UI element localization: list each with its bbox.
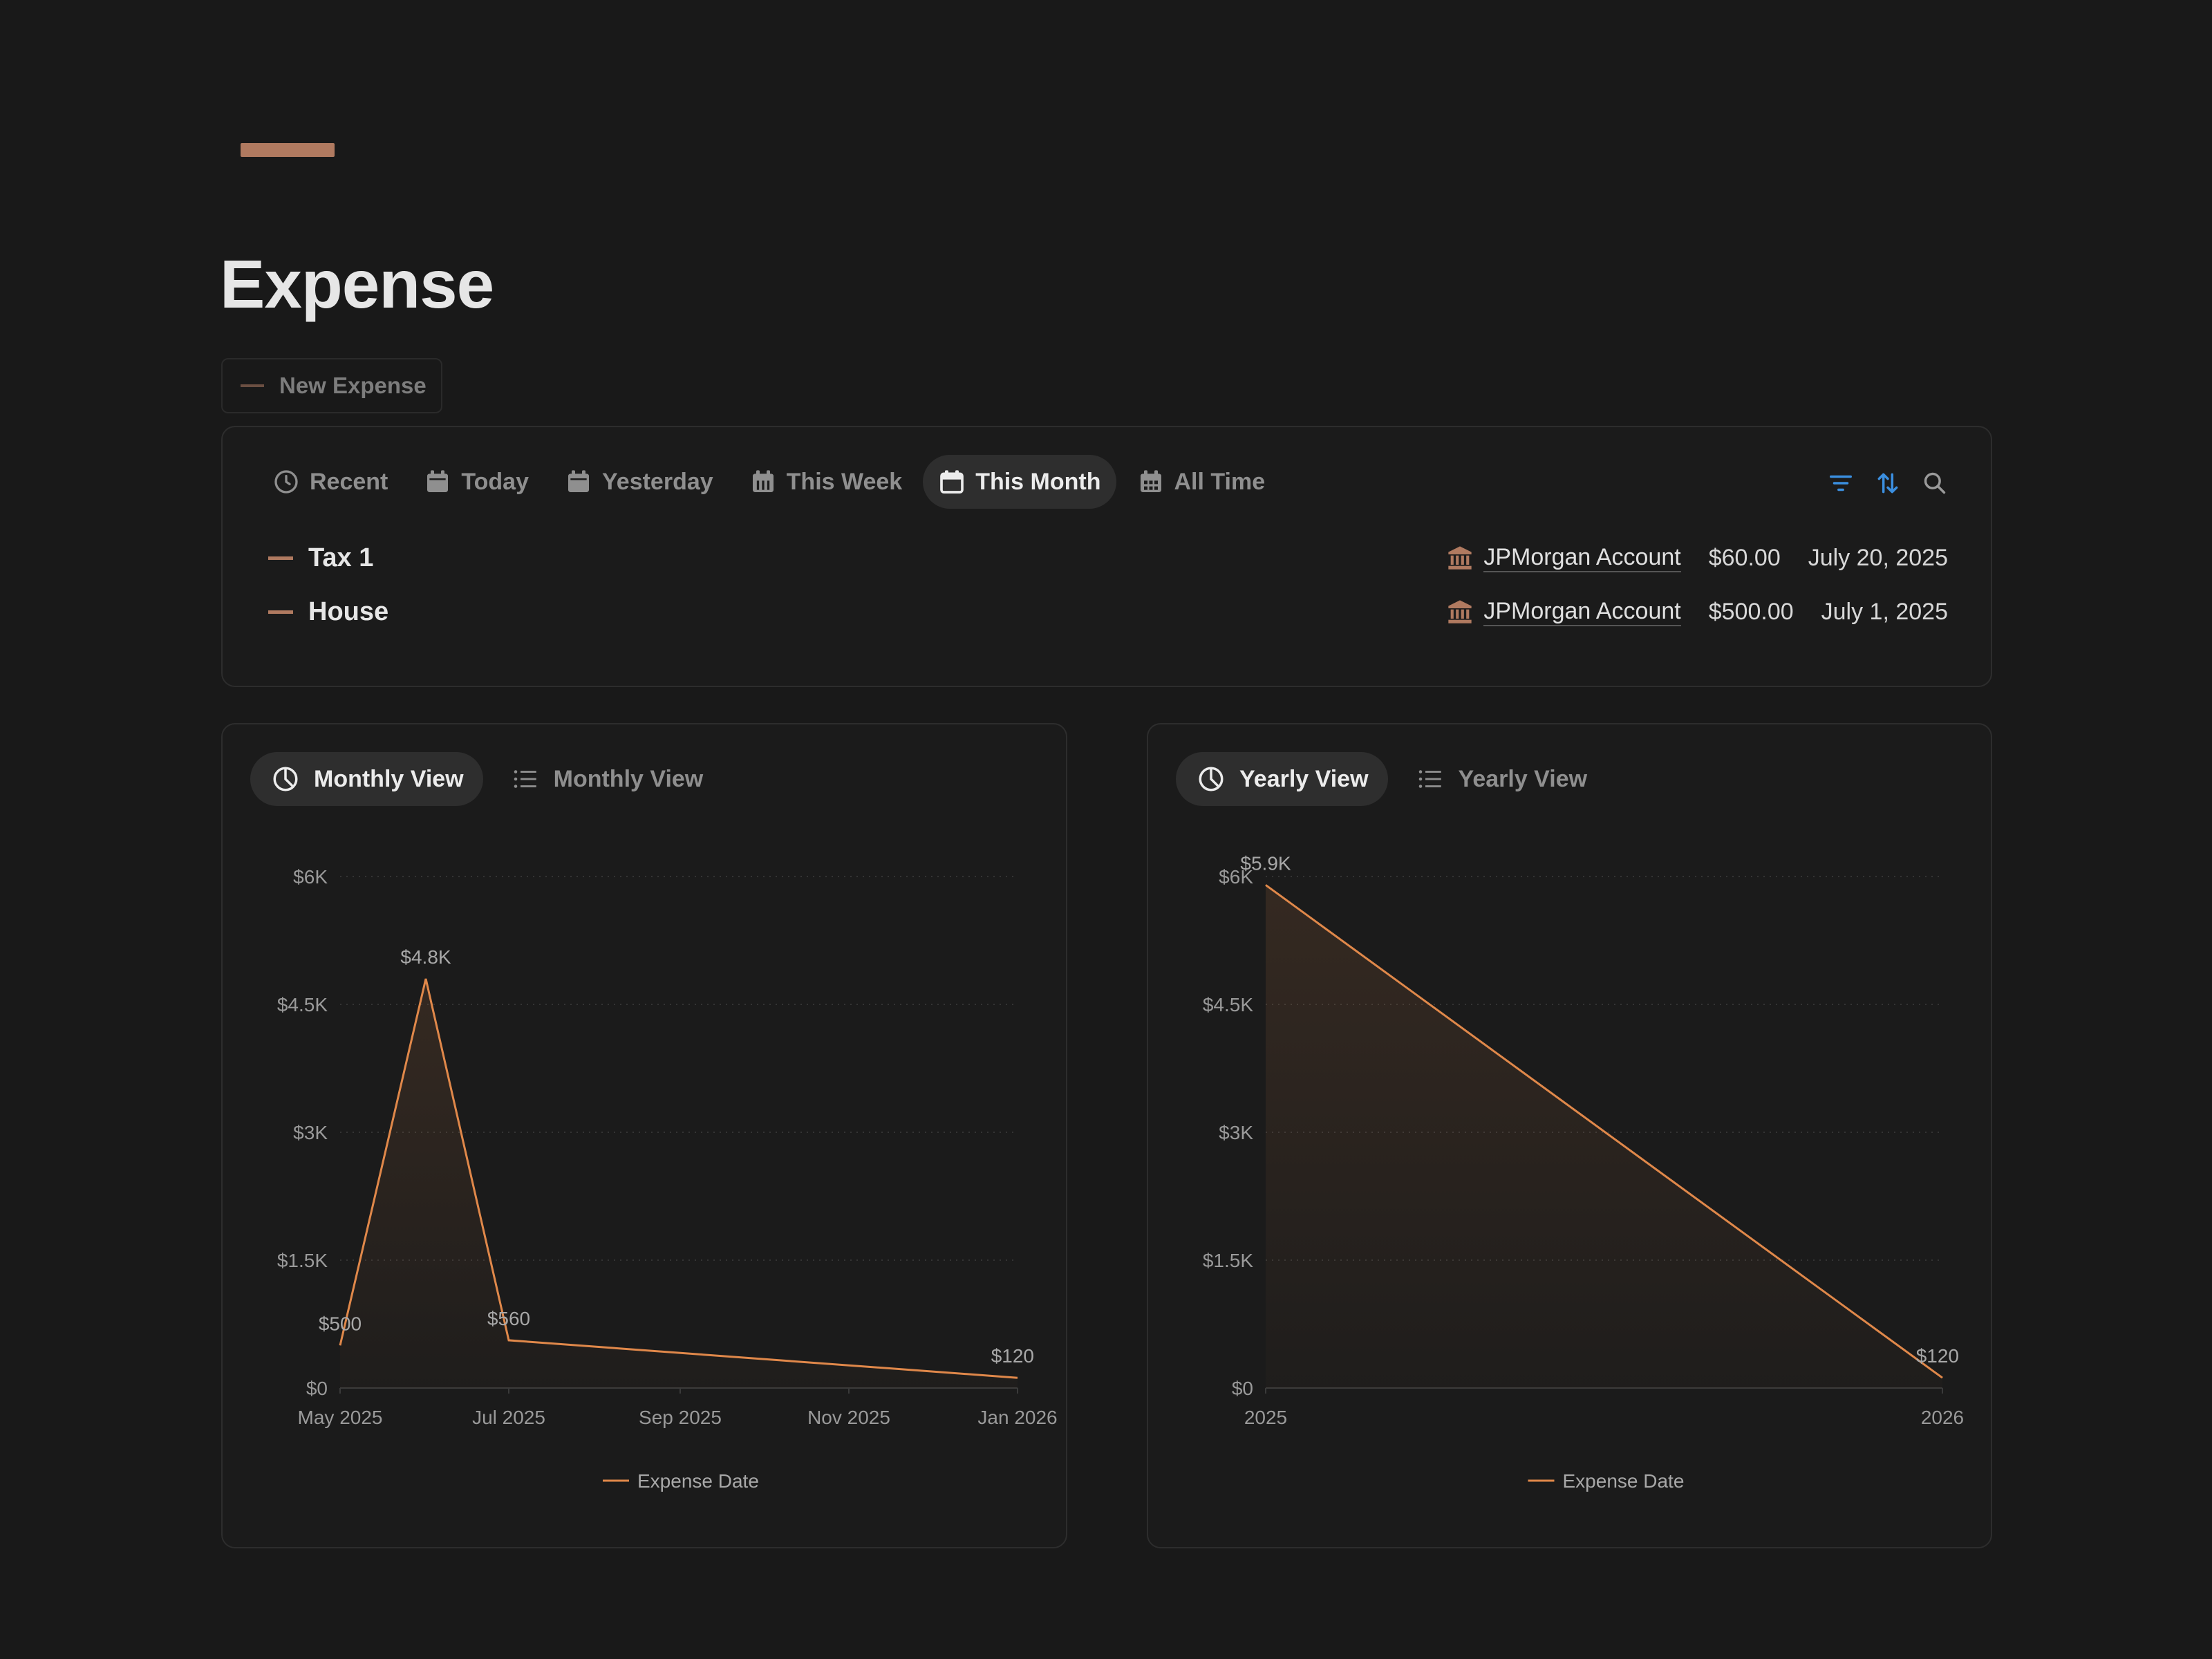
data-label: $500 [319, 1313, 362, 1334]
y-tick-label: $1.5K [1203, 1250, 1253, 1271]
new-expense-button[interactable]: New Expense [221, 358, 442, 413]
tab-yearly-chart[interactable]: Yearly View [1176, 752, 1388, 806]
expense-list: Tax 1 JPMorgan Account $60.00 July 20, 2… [268, 531, 1948, 639]
calendar-icon [427, 470, 449, 492]
data-label: $120 [1916, 1345, 1959, 1367]
data-label: $4.8K [400, 946, 451, 968]
tab-label: Monthly View [553, 765, 704, 792]
tab-label: This Month [975, 468, 1101, 495]
bank-icon [1448, 546, 1472, 570]
list-item[interactable]: House JPMorgan Account $500.00 July 1, 2… [268, 585, 1948, 639]
expense-list-panel: Recent Today Yesterday This Week This Mo… [221, 426, 1992, 687]
tab-this-month[interactable]: This Month [923, 455, 1116, 509]
tab-label: Recent [310, 468, 388, 495]
series-area [1266, 885, 1942, 1388]
toolbar [1807, 470, 1948, 496]
tab-all-time[interactable]: All Time [1122, 455, 1281, 509]
x-tick-label: 2026 [1921, 1407, 1964, 1428]
legend-label: Expense Date [637, 1470, 759, 1492]
account-link[interactable]: JPMorgan Account [1446, 598, 1681, 626]
data-label: $5.9K [1240, 852, 1291, 874]
tab-recent[interactable]: Recent [257, 455, 403, 509]
calendar-icon [568, 470, 589, 492]
expense-name: Tax 1 [308, 543, 374, 572]
pie-chart-icon [1199, 767, 1224, 791]
y-tick-label: $0 [1232, 1378, 1253, 1399]
y-tick-label: $4.5K [277, 994, 328, 1015]
expense-name: House [308, 597, 389, 626]
bank-icon [1448, 600, 1472, 624]
tab-label: Today [461, 468, 529, 495]
calendar-grid-icon [1140, 470, 1161, 492]
search-icon[interactable] [1922, 470, 1948, 496]
sort-icon[interactable] [1875, 470, 1901, 496]
calendar-icon [940, 470, 964, 494]
pie-chart-icon [273, 767, 298, 791]
tab-label: Yearly View [1239, 765, 1369, 792]
y-tick-label: $4.5K [1203, 994, 1253, 1015]
new-expense-label: New Expense [279, 373, 427, 398]
data-label: $120 [991, 1345, 1034, 1367]
page-title: Expense [220, 246, 494, 322]
monthly-chart-panel: Monthly View Monthly View $0 $1.5K $3K $4.5… [221, 723, 1067, 1548]
tab-monthly-list[interactable]: Monthly View [490, 752, 723, 806]
yearly-chart: $0 $1.5K $3K $4.5K $6K 2025 2026 $5.9K $120 Expen… [1203, 852, 1964, 1492]
tab-yesterday[interactable]: Yesterday [550, 455, 729, 509]
data-label: $560 [487, 1308, 530, 1329]
y-tick-label: $6K [1219, 866, 1253, 888]
x-tick-label: 2025 [1244, 1407, 1287, 1428]
y-tick-label: $3K [1219, 1122, 1253, 1143]
monthly-view-tabs: Monthly View Monthly View [250, 752, 729, 806]
tab-label: Yesterday [601, 468, 713, 495]
tab-yearly-list[interactable]: Yearly View [1395, 752, 1607, 806]
calendar-week-icon [752, 470, 774, 492]
x-tick-label: Nov 2025 [807, 1407, 890, 1428]
account-name: JPMorgan Account [1483, 544, 1681, 572]
series-area [340, 979, 1018, 1388]
tab-label: All Time [1174, 468, 1266, 495]
list-item[interactable]: Tax 1 JPMorgan Account $60.00 July 20, 2… [268, 531, 1948, 585]
tab-this-week[interactable]: This Week [734, 455, 918, 509]
expense-date: July 20, 2025 [1808, 544, 1948, 571]
account-link[interactable]: JPMorgan Account [1446, 544, 1681, 572]
y-tick-label: $1.5K [277, 1250, 328, 1271]
dash-icon [241, 384, 264, 387]
tab-today[interactable]: Today [409, 455, 544, 509]
series-line [1265, 884, 1943, 1379]
expense-date: July 1, 2025 [1821, 598, 1948, 625]
x-tick-label: Jan 2026 [977, 1407, 1057, 1428]
account-name: JPMorgan Account [1483, 598, 1681, 626]
clock-icon [274, 470, 298, 494]
expense-amount: $500.00 [1708, 598, 1794, 625]
list-icon [514, 770, 536, 788]
dash-icon [268, 556, 293, 560]
tab-label: This Week [786, 468, 903, 495]
tab-monthly-chart[interactable]: Monthly View [250, 752, 483, 806]
page-icon [241, 143, 335, 157]
yearly-chart-panel: Yearly View Yearly View $0 $1.5K $3K $4.5K $… [1147, 723, 1992, 1548]
dash-icon [268, 610, 293, 614]
x-tick-label: May 2025 [298, 1407, 383, 1428]
legend-label: Expense Date [1563, 1470, 1685, 1492]
y-tick-label: $3K [293, 1122, 328, 1143]
y-tick-label: $0 [306, 1378, 328, 1399]
view-tabs: Recent Today Yesterday This Week This Mo… [257, 455, 1286, 509]
list-icon [1418, 770, 1441, 788]
series-line [339, 978, 1018, 1379]
expense-amount: $60.00 [1708, 544, 1781, 571]
filter-icon[interactable] [1828, 470, 1854, 496]
tab-label: Yearly View [1458, 765, 1588, 792]
x-tick-label: Jul 2025 [472, 1407, 545, 1428]
monthly-chart: $0 $1.5K $3K $4.5K $6K May 2025 Jul 2025 Sep 20… [277, 866, 1058, 1492]
yearly-view-tabs: Yearly View Yearly View [1176, 752, 1613, 806]
tab-label: Monthly View [314, 765, 464, 792]
y-tick-label: $6K [293, 866, 328, 888]
x-tick-label: Sep 2025 [639, 1407, 722, 1428]
